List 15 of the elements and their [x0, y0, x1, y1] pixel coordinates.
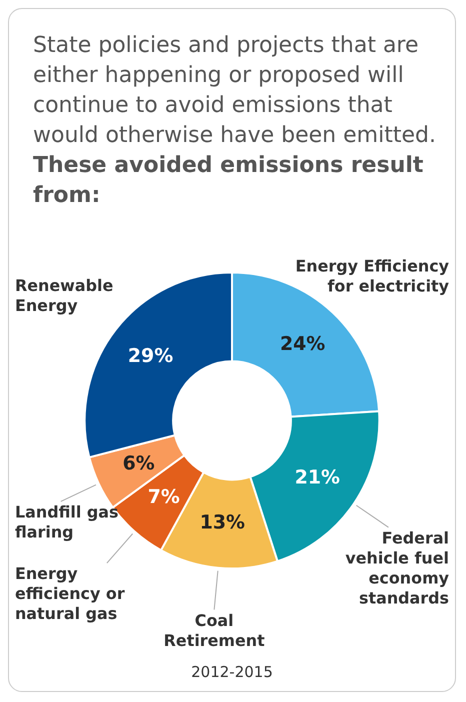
- data-label: 13%: [200, 512, 245, 534]
- data-label: 21%: [294, 466, 340, 489]
- chart-subtitle: These avoided emissions result from:: [33, 153, 424, 208]
- data-label: 6%: [122, 452, 155, 475]
- slice-label: Coal Retirement: [164, 610, 266, 650]
- slice-label: Energy efficiency or natural gas: [14, 564, 125, 624]
- chart-title: State policies and projects that are either happening or proposed will continue to avoid emissions that would otherwise have been emitted.: [33, 33, 436, 148]
- text: 2012-2015: [190, 663, 274, 681]
- slice-label: Energy Efficiency for electricity: [295, 256, 450, 296]
- slice-label: Federal vehicle fuel economy standards: [345, 528, 450, 608]
- slice-label: Renewable Energy: [14, 276, 114, 315]
- data-label: 7%: [148, 486, 180, 508]
- data-label: 24%: [280, 332, 326, 355]
- data-label: 29%: [128, 344, 174, 367]
- slice-label: Landfill gas flaring: [14, 502, 118, 542]
